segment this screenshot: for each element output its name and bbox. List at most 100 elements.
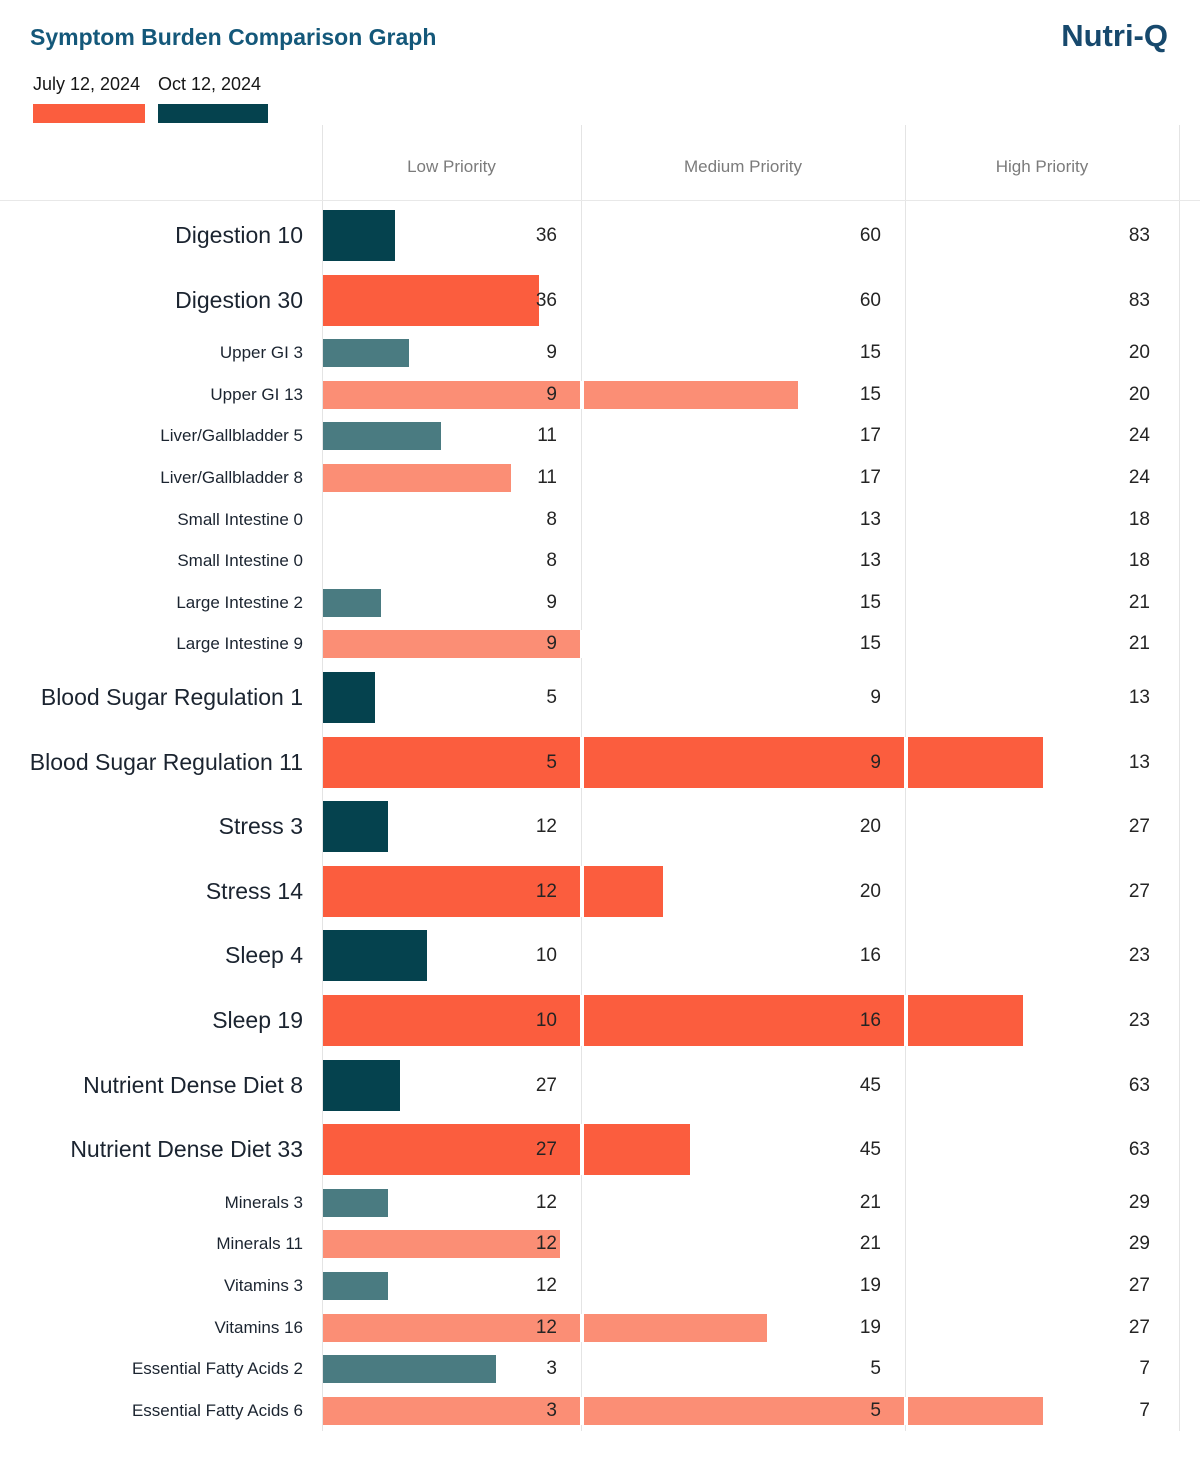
row-label: Upper GI 13 <box>210 385 303 404</box>
bar-segment-high <box>908 737 1043 788</box>
bar-segment-low <box>323 801 388 852</box>
bar-segment-low <box>323 422 441 450</box>
threshold-medium: 9 <box>870 752 881 773</box>
bar <box>323 737 1043 788</box>
bar-segment-high <box>908 1397 1043 1425</box>
threshold-high: 27 <box>1128 1317 1150 1338</box>
row-label: Essential Fatty Acids 6 <box>131 1401 303 1420</box>
row-label: Liver/Gallbladder 5 <box>160 426 303 445</box>
bar <box>323 1397 1043 1425</box>
threshold-medium: 17 <box>859 425 881 446</box>
threshold-medium: 13 <box>859 550 881 571</box>
row-label: Nutrient Dense Diet 8 <box>83 1072 303 1098</box>
bar-segment-low <box>323 866 580 917</box>
bar-segment-low <box>323 930 427 981</box>
row-label: Digestion 10 <box>175 222 303 248</box>
threshold-low: 10 <box>535 945 557 966</box>
row-label: Small Intestine 0 <box>177 551 303 570</box>
bar-segment-medium <box>584 1397 904 1425</box>
threshold-low: 12 <box>535 1233 557 1254</box>
row-label: Liver/Gallbladder 8 <box>160 468 303 487</box>
bar-segment-low <box>323 1124 580 1175</box>
threshold-low: 12 <box>535 1275 557 1296</box>
bar <box>323 801 388 852</box>
threshold-low: 11 <box>537 425 557 446</box>
threshold-medium: 5 <box>870 1400 881 1421</box>
bar <box>323 275 539 326</box>
threshold-high: 13 <box>1128 752 1150 773</box>
threshold-medium: 15 <box>859 384 881 405</box>
threshold-medium: 17 <box>859 467 881 488</box>
bar <box>323 1124 690 1175</box>
bar-segment-low <box>323 275 539 326</box>
row-label: Minerals 3 <box>224 1193 303 1212</box>
threshold-high: 7 <box>1139 1358 1150 1379</box>
row-label: Upper GI 3 <box>219 343 303 362</box>
threshold-medium: 15 <box>859 633 881 654</box>
legend-label-july: July 12, 2024 <box>33 74 141 94</box>
bar <box>323 1355 496 1383</box>
threshold-low: 9 <box>546 633 557 654</box>
threshold-high: 21 <box>1128 592 1150 613</box>
threshold-low: 12 <box>535 881 557 902</box>
threshold-high: 13 <box>1128 687 1150 708</box>
threshold-low: 9 <box>546 384 557 405</box>
bar-segment-medium <box>584 866 663 917</box>
threshold-high: 21 <box>1128 633 1150 654</box>
threshold-low: 12 <box>535 1192 557 1213</box>
threshold-medium: 13 <box>859 509 881 530</box>
bar-segment-low <box>323 1230 560 1258</box>
bar-segment-low <box>323 464 511 492</box>
bar <box>323 1189 388 1217</box>
threshold-low: 5 <box>546 687 557 708</box>
threshold-high: 83 <box>1128 225 1150 246</box>
bar <box>323 422 441 450</box>
threshold-high: 27 <box>1128 1275 1150 1296</box>
row-label: Vitamins 16 <box>214 1318 303 1337</box>
bar-segment-low <box>323 210 395 261</box>
threshold-high: 63 <box>1128 1075 1150 1096</box>
threshold-low: 12 <box>535 1317 557 1338</box>
threshold-medium: 19 <box>859 1317 881 1338</box>
legend-item-july: July 12, 2024 <box>33 74 145 123</box>
threshold-low: 9 <box>546 592 557 613</box>
bar-segment-low <box>323 339 409 367</box>
bar-segment-medium <box>584 995 904 1046</box>
bar <box>323 995 1023 1046</box>
bar-segment-medium <box>584 381 798 409</box>
row-label: Large Intestine 9 <box>176 634 303 653</box>
row-label: Sleep 19 <box>212 1007 303 1033</box>
row-label: Digestion 30 <box>175 287 303 313</box>
bar-segment-medium <box>584 1124 690 1175</box>
column-header-high-priority: High Priority <box>995 157 1089 176</box>
bar-segment-low <box>323 381 580 409</box>
grid-line-right <box>1179 125 1180 1431</box>
row-label: Nutrient Dense Diet 33 <box>70 1136 303 1162</box>
threshold-low: 5 <box>546 752 557 773</box>
threshold-medium: 15 <box>859 342 881 363</box>
bar-segment-low <box>323 737 580 788</box>
threshold-low: 11 <box>537 467 557 488</box>
threshold-medium: 45 <box>859 1075 881 1096</box>
threshold-low: 8 <box>546 550 557 571</box>
threshold-low: 12 <box>535 816 557 837</box>
threshold-medium: 19 <box>859 1275 881 1296</box>
bar-segment-low <box>323 1314 580 1342</box>
threshold-low: 8 <box>546 509 557 530</box>
threshold-medium: 45 <box>859 1139 881 1160</box>
bar <box>323 930 427 981</box>
bar <box>323 630 582 658</box>
header-separator-line <box>0 200 1200 201</box>
bar-segment-low <box>323 1060 400 1111</box>
threshold-medium: 16 <box>859 1010 881 1031</box>
bar <box>323 339 409 367</box>
bar-segment-high <box>908 995 1023 1046</box>
bar <box>323 672 375 723</box>
threshold-high: 20 <box>1128 384 1150 405</box>
bar <box>323 464 511 492</box>
nutri-q-logo: Nutri-Q <box>1061 18 1168 53</box>
bar-segment-medium <box>584 737 904 788</box>
threshold-high: 23 <box>1128 1010 1150 1031</box>
threshold-medium: 20 <box>859 881 881 902</box>
row-label: Minerals 11 <box>216 1234 303 1253</box>
